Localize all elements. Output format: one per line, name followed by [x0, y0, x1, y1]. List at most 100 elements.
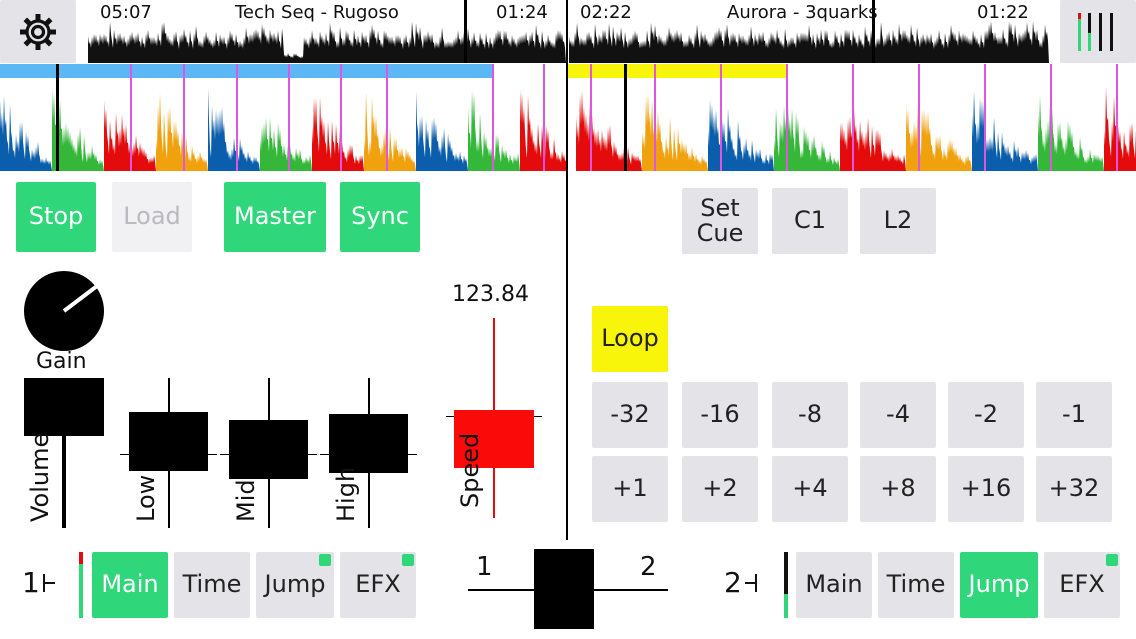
deck-divider: [566, 0, 568, 540]
deck1-tab-jump[interactable]: Jump: [256, 552, 334, 618]
volume-fader-track: [62, 378, 66, 528]
wave-segment: [1038, 95, 1104, 171]
volume-label: Volume: [26, 432, 54, 522]
stop-button[interactable]: Stop: [16, 182, 96, 252]
wave-segment: [104, 99, 156, 171]
deck1-jump-indicator: [319, 554, 331, 566]
wave-segment: [708, 99, 774, 171]
beat-marker: [590, 64, 592, 171]
master-button[interactable]: Master: [224, 182, 326, 252]
jump-plus-8[interactable]: +8: [860, 456, 936, 522]
jump-plus-1[interactable]: +1: [592, 456, 668, 522]
deck2-playhead: [624, 64, 627, 171]
deck1-tab-time[interactable]: Time: [174, 552, 250, 618]
beat-marker: [984, 64, 986, 171]
deck1-number: 1: [22, 566, 56, 599]
deck2-loop-region: [568, 64, 786, 78]
deck1-remaining-time: 01:24: [496, 2, 548, 23]
settings-button[interactable]: [0, 0, 76, 63]
eq-mid-handle[interactable]: [229, 420, 308, 479]
gain-knob[interactable]: [23, 270, 105, 352]
beat-marker: [918, 64, 920, 171]
deck2-efx-indicator: [1106, 554, 1118, 566]
deck2-marker-icon: [744, 573, 757, 592]
wave-segment: [208, 88, 260, 171]
wave-segment: [906, 101, 972, 171]
deck1-overview-waveform[interactable]: [88, 0, 566, 63]
bpm-display: 123.84: [452, 282, 529, 307]
jump-minus-8[interactable]: -8: [772, 382, 848, 448]
jump-plus-32[interactable]: +32: [1036, 456, 1112, 522]
jump-plus-2[interactable]: +2: [682, 456, 758, 522]
deck1-detail-waveform[interactable]: [0, 64, 567, 171]
deck1-level-peak: [79, 552, 83, 564]
jump-minus-4[interactable]: -4: [860, 382, 936, 448]
eq-mid-label: Mid: [232, 479, 260, 522]
deck2-number-text: 2: [724, 566, 742, 599]
wave-segment: [576, 90, 642, 171]
wave-segment: [364, 92, 416, 171]
jump-minus-16[interactable]: -16: [682, 382, 758, 448]
level-meter-icon: [1078, 12, 1113, 51]
loop-l2-button[interactable]: L2: [860, 188, 936, 254]
beat-marker: [1050, 64, 1052, 171]
deck2-level-meter: [784, 552, 788, 618]
wave-segment: [468, 90, 520, 171]
beat-marker: [183, 64, 185, 171]
crossfader-right-label: 2: [640, 552, 657, 582]
eq-high-label: High: [332, 466, 360, 522]
deck2-tab-main[interactable]: Main: [796, 552, 872, 618]
beat-marker: [492, 64, 494, 171]
beat-marker: [654, 64, 656, 171]
deck1-level-meter: [79, 552, 83, 618]
wave-segment: [774, 105, 840, 171]
wave-segment: [642, 92, 708, 171]
speed-label: Speed: [456, 432, 484, 508]
beat-marker: [236, 64, 238, 171]
beat-marker: [786, 64, 788, 171]
jump-minus-1[interactable]: -1: [1036, 382, 1112, 448]
deck2-tab-jump[interactable]: Jump: [960, 552, 1038, 618]
deck1-playhead: [56, 64, 59, 171]
jump-minus-32[interactable]: -32: [592, 382, 668, 448]
eq-high-handle[interactable]: [329, 414, 408, 473]
set-cue-button[interactable]: Set Cue: [682, 188, 758, 254]
meter-button[interactable]: [1060, 0, 1136, 63]
volume-fader-handle[interactable]: [24, 378, 104, 436]
overview-wave: [569, 21, 1049, 63]
beat-marker: [386, 64, 388, 171]
deck2-tab-time[interactable]: Time: [878, 552, 954, 618]
speed-fader-handle[interactable]: [454, 410, 534, 468]
wave-segment: [0, 95, 52, 171]
deck1-tab-main[interactable]: Main: [92, 552, 168, 618]
wave-segment: [156, 93, 208, 171]
deck2-tab-efx[interactable]: EFX: [1044, 552, 1120, 618]
deck1-track-title: Tech Seq - Rugoso: [235, 2, 399, 23]
load-button[interactable]: Load: [112, 182, 192, 252]
wave-segment: [520, 89, 567, 171]
loop-button[interactable]: Loop: [592, 306, 668, 372]
gain-label: Gain: [36, 349, 87, 374]
jump-minus-2[interactable]: -2: [948, 382, 1024, 448]
beat-marker: [852, 64, 854, 171]
cue-c1-button[interactable]: C1: [772, 188, 848, 254]
crossfader-handle[interactable]: [534, 549, 594, 629]
deck2-detail-waveform[interactable]: [568, 64, 1136, 171]
beat-marker: [543, 64, 545, 171]
deck1-loop-region: [0, 64, 492, 78]
wave-segment: [840, 108, 906, 171]
eq-low-handle[interactable]: [129, 412, 208, 471]
overview-wave: [88, 21, 566, 63]
wave-segment: [972, 90, 1038, 171]
deck1-number-text: 1: [22, 566, 40, 599]
jump-plus-4[interactable]: +4: [772, 456, 848, 522]
deck2-level-fill: [784, 594, 788, 618]
beat-marker: [340, 64, 342, 171]
jump-plus-16[interactable]: +16: [948, 456, 1024, 522]
sync-button[interactable]: Sync: [340, 182, 420, 252]
gear-icon: [20, 13, 56, 50]
beat-marker: [720, 64, 722, 171]
crossfader-left-label: 1: [476, 552, 493, 582]
wave-segment: [260, 117, 312, 171]
deck2-overview-waveform[interactable]: [569, 0, 1049, 63]
